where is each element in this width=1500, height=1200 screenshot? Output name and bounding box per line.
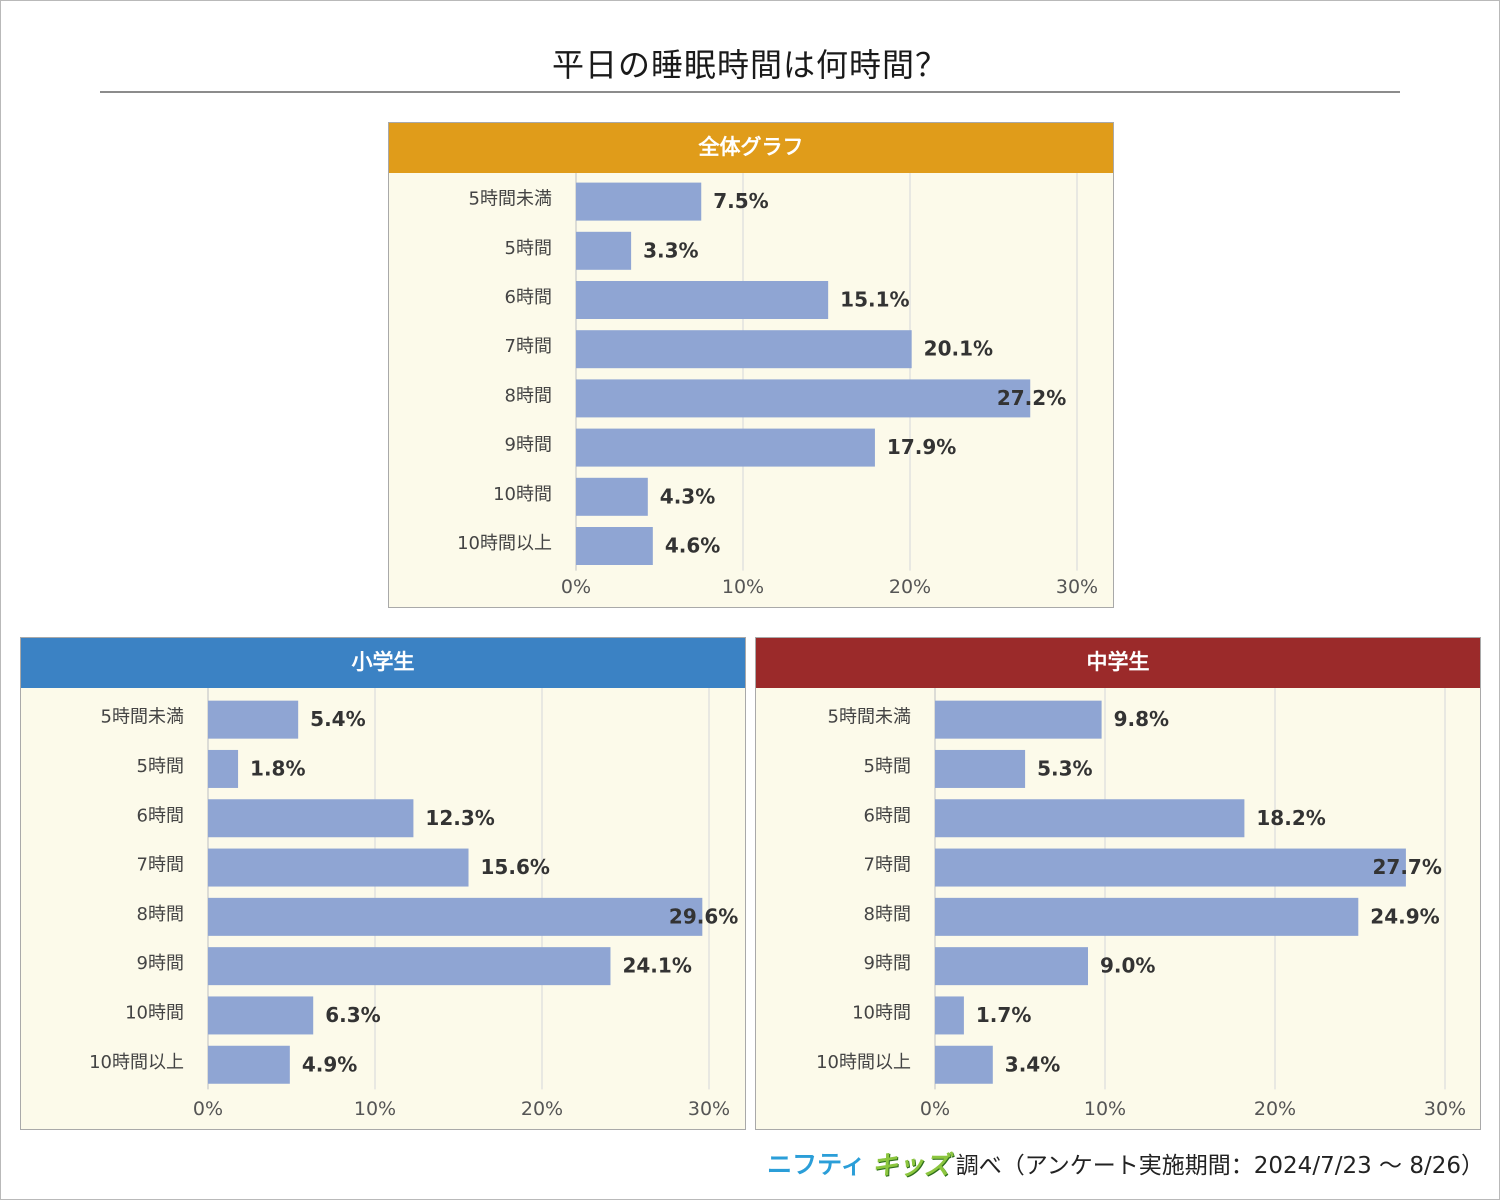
elementary-bar	[208, 848, 469, 887]
chart-panel-elementary: 小学生 0% 10% 20% 30% 5時間未満 5.4% 5時間 1.8% 6時間 12.3% 7…	[20, 637, 746, 1130]
junior-high-bar	[935, 996, 964, 1035]
all-category-label: 5時間	[505, 238, 552, 259]
elementary-category-label: 10時間	[125, 1002, 184, 1023]
junior-high-value-label: 1.7%	[976, 1003, 1031, 1027]
brand-logo-part1: ニフティ	[767, 1150, 866, 1179]
junior-high-category-label: 5時間未満	[828, 707, 911, 728]
junior-high-category-label: 8時間	[864, 904, 911, 925]
all-bar	[576, 330, 912, 369]
all-value-label: 27.2%	[997, 386, 1066, 410]
junior-high-value-label: 3.4%	[1005, 1052, 1060, 1076]
chart-header-all: 全体グラフ	[389, 123, 1113, 173]
junior-high-value-label: 27.7%	[1373, 855, 1442, 879]
junior-high-category-label: 7時間	[864, 855, 911, 876]
all-value-label: 17.9%	[887, 435, 956, 459]
junior-high-x-tick-label: 30%	[1424, 1098, 1466, 1120]
junior-high-value-label: 9.0%	[1100, 954, 1155, 978]
elementary-x-tick-label: 10%	[354, 1098, 396, 1120]
chart-header-junior-high: 中学生	[756, 638, 1480, 688]
junior-high-bar	[935, 700, 1102, 739]
all-bar	[576, 527, 653, 565]
elementary-category-label: 6時間	[137, 805, 184, 826]
all-bar	[576, 379, 1031, 418]
elementary-value-label: 29.6%	[669, 904, 738, 928]
elementary-value-label: 4.9%	[302, 1052, 357, 1076]
elementary-bar	[208, 1045, 290, 1084]
all-x-tick-label: 0%	[561, 576, 591, 598]
all-value-label: 7.5%	[713, 189, 768, 213]
elementary-category-label: 5時間未満	[101, 707, 184, 728]
junior-high-bar	[935, 749, 1026, 788]
elementary-value-label: 24.1%	[622, 954, 691, 978]
junior-high-bar	[935, 848, 1406, 887]
elementary-value-label: 1.8%	[250, 756, 305, 780]
chart-panel-all: 全体グラフ 0% 10% 20% 30% 5時間未満 7.5% 5時間 3.3% 6時間 15.1…	[388, 122, 1114, 608]
elementary-x-tick-label: 20%	[521, 1098, 563, 1120]
all-category-label: 9時間	[505, 435, 552, 456]
junior-high-x-tick-label: 10%	[1084, 1098, 1126, 1120]
page-title: 平日の睡眠時間は何時間？	[551, 46, 948, 84]
all-x-tick-label: 20%	[889, 576, 931, 598]
elementary-bar	[208, 996, 314, 1035]
elementary-category-label: 8時間	[137, 904, 184, 925]
elementary-bar	[208, 897, 703, 936]
elementary-category-label: 7時間	[137, 855, 184, 876]
junior-high-bar	[935, 799, 1245, 838]
title-divider	[100, 91, 1400, 93]
elementary-value-label: 15.6%	[481, 855, 550, 879]
all-bar	[576, 182, 702, 221]
junior-high-category-label: 6時間	[864, 805, 911, 826]
chart-svg-all: 0% 10% 20% 30% 5時間未満 7.5% 5時間 3.3% 6時間 15.1% 7時間 20…	[457, 173, 1098, 598]
chart-svg-junior-high: 0% 10% 20% 30% 5時間未満 9.8% 5時間 5.3% 6時間 18.2% 7時間 27…	[816, 688, 1466, 1120]
junior-high-value-label: 18.2%	[1256, 806, 1325, 830]
elementary-category-label: 10時間以上	[89, 1052, 184, 1073]
junior-high-bar	[935, 897, 1359, 936]
junior-high-x-tick-label: 20%	[1254, 1098, 1296, 1120]
elementary-value-label: 5.4%	[310, 707, 365, 731]
junior-high-value-label: 5.3%	[1037, 756, 1092, 780]
all-category-label: 5時間未満	[469, 189, 552, 210]
all-x-tick-label: 30%	[1056, 576, 1098, 598]
all-value-label: 4.6%	[665, 534, 720, 558]
all-bar	[576, 477, 648, 516]
elementary-value-label: 12.3%	[425, 806, 494, 830]
junior-high-bar	[935, 1045, 993, 1084]
elementary-bar	[208, 799, 414, 838]
elementary-bar	[208, 947, 611, 986]
all-category-label: 8時間	[505, 385, 552, 406]
chart-header-elementary: 小学生	[21, 638, 745, 688]
chart-svg-elementary: 0% 10% 20% 30% 5時間未満 5.4% 5時間 1.8% 6時間 12.3% 7時間 15…	[89, 688, 738, 1120]
all-category-label: 6時間	[505, 287, 552, 308]
junior-high-bar	[935, 947, 1088, 986]
elementary-bar	[208, 749, 239, 788]
all-category-label: 10時間	[493, 484, 552, 505]
all-category-label: 7時間	[505, 336, 552, 357]
junior-high-category-label: 5時間	[864, 756, 911, 777]
brand-logo-part2: キッズ	[871, 1150, 950, 1181]
all-value-label: 15.1%	[840, 288, 909, 312]
elementary-x-tick-label: 0%	[193, 1098, 223, 1120]
junior-high-category-label: 10時間以上	[816, 1052, 911, 1073]
survey-note: 調べ（アンケート実施期間：2024/7/23 ～ 8/26）	[955, 1153, 1484, 1179]
all-bar	[576, 428, 875, 467]
elementary-bar	[208, 700, 299, 739]
all-value-label: 4.3%	[660, 484, 715, 508]
chart-panel-junior-high: 中学生 0% 10% 20% 30% 5時間未満 9.8% 5時間 5.3% 6時間 18.2% 7…	[755, 637, 1481, 1130]
junior-high-value-label: 24.9%	[1370, 904, 1439, 928]
all-value-label: 3.3%	[643, 238, 698, 262]
all-category-label: 10時間以上	[457, 533, 552, 554]
all-bar	[576, 231, 632, 270]
all-value-label: 20.1%	[924, 337, 993, 361]
all-bar	[576, 281, 829, 319]
elementary-x-tick-label: 30%	[688, 1098, 730, 1120]
footer-credit: ニフティ キッズ 調べ（アンケート実施期間：2024/7/23 ～ 8/26）	[767, 1146, 1484, 1181]
elementary-category-label: 5時間	[137, 756, 184, 777]
junior-high-x-tick-label: 0%	[920, 1098, 950, 1120]
junior-high-value-label: 9.8%	[1114, 707, 1169, 731]
junior-high-category-label: 10時間	[852, 1002, 911, 1023]
junior-high-category-label: 9時間	[864, 953, 911, 974]
all-x-tick-label: 10%	[722, 576, 764, 598]
elementary-category-label: 9時間	[137, 953, 184, 974]
elementary-value-label: 6.3%	[325, 1003, 380, 1027]
